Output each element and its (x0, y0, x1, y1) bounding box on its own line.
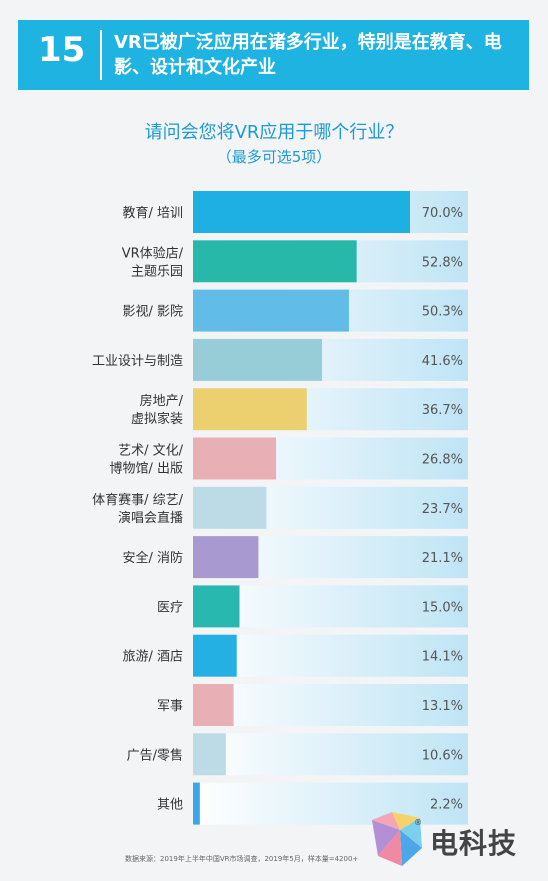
bar (193, 684, 234, 726)
category-label: 艺术/ 文化/ (118, 444, 184, 459)
bar (193, 733, 226, 776)
category-label: 虚拟家装 (131, 411, 183, 427)
category-label: 广告/零售 (127, 747, 183, 763)
category-label: 房地产/ (140, 393, 184, 409)
bar-value-label: 2.2% (430, 798, 463, 813)
bar-value-label: 15.0% (422, 600, 463, 615)
bar-value-label: 36.7% (422, 403, 463, 418)
bar-row: 70.0% 教育/ 培训 (122, 191, 468, 233)
bar-value-label: 21.1% (422, 551, 463, 566)
source-footnote: 数据来源：2019年上半年中国VR市场调查，2019年5月，样本量=4200+ (125, 855, 359, 863)
bar-value-label: 50.3% (422, 305, 463, 320)
bar (193, 240, 357, 283)
bar-row: 21.1% 安全/ 消防 (122, 536, 468, 579)
bar (193, 634, 237, 677)
bar (193, 486, 267, 529)
category-label: 其他 (157, 798, 183, 813)
category-label: 旅游/ 酒店 (122, 650, 183, 665)
bar-row: 14.1% 旅游/ 酒店 (122, 634, 468, 677)
bar-value-label: 41.6% (422, 354, 463, 369)
bar-row: 23.7% 体育赛事/ 综艺/演唱会直播 (92, 486, 468, 529)
chart-subtitle: （最多可选5项） (216, 148, 332, 166)
category-label: 体育赛事/ 综艺/ (92, 492, 184, 508)
bar-track (193, 634, 468, 677)
bar-track (193, 684, 468, 726)
bar-row: 13.1% 军事 (157, 684, 468, 726)
bar (193, 782, 200, 825)
bar (193, 388, 307, 431)
category-label: VR体验店/ (122, 245, 184, 261)
bar-row: 2.2% 其他 (157, 782, 468, 825)
logo-registered-mark: ® (414, 818, 422, 827)
bar (193, 585, 240, 628)
bar (193, 536, 259, 579)
logo-text: 电科技 (430, 827, 518, 860)
bar-value-label: 26.8% (422, 453, 463, 468)
header-number: 15 (38, 30, 86, 70)
bar-value-label: 52.8% (422, 255, 463, 270)
bar-value-label: 10.6% (422, 748, 463, 763)
header-divider (100, 30, 102, 80)
bar-row: 26.8% 艺术/ 文化/博物馆/ 出版 (109, 437, 468, 480)
bar-row: 52.8% VR体验店/主题乐园 (122, 240, 468, 283)
bar (193, 437, 277, 480)
category-label: 安全/ 消防 (122, 550, 183, 566)
header-banner: 15 VR已被广泛应用在诸多行业，特别是在教育、电影、设计和文化产业 (18, 20, 529, 90)
category-label: 军事 (157, 699, 183, 714)
category-label: 影视/ 影院 (122, 305, 183, 320)
bar-row: 10.6% 广告/零售 (127, 733, 468, 776)
bar-value-label: 14.1% (422, 650, 463, 665)
category-label: 教育/ 培训 (122, 205, 183, 221)
bar-row: 50.3% 影视/ 影院 (122, 289, 468, 332)
bar (193, 191, 410, 233)
bar-row: 36.7% 房地产/虚拟家装 (131, 388, 468, 431)
bar-value-label: 13.1% (422, 699, 463, 714)
bar-value-label: 70.0% (422, 206, 463, 221)
bar-row: 41.6% 工业设计与制造 (92, 338, 468, 381)
header-title: VR已被广泛应用在诸多行业，特别是在教育、电影、设计和文化产业 (114, 32, 502, 78)
chart-question: 请问会您将VR应用于哪个行业？ (144, 122, 404, 143)
bar-track (193, 782, 468, 825)
category-label: 主题乐园 (131, 264, 183, 279)
bar (193, 338, 322, 381)
category-label: 博物馆/ 出版 (109, 462, 183, 477)
category-label: 工业设计与制造 (92, 354, 183, 369)
logo-mark-icon (372, 812, 422, 866)
bar (193, 289, 349, 332)
bar-track (193, 733, 468, 776)
bar-value-label: 23.7% (422, 502, 463, 517)
category-label: 医疗 (157, 600, 183, 615)
category-label: 演唱会直播 (118, 510, 183, 526)
bar-row: 15.0% 医疗 (157, 585, 468, 628)
